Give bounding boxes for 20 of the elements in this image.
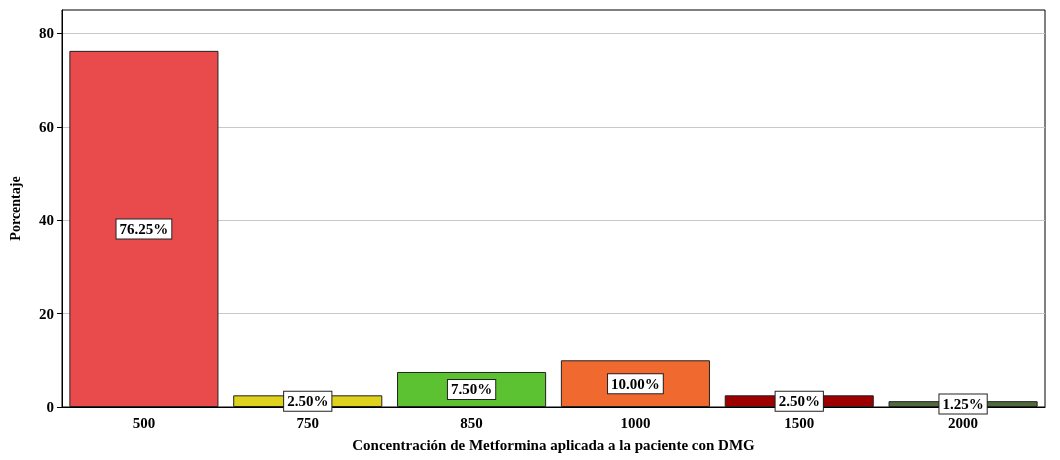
data-label: 76.25% bbox=[119, 220, 169, 237]
y-tick-label: 0 bbox=[46, 399, 54, 415]
data-label: 2.50% bbox=[778, 393, 820, 410]
data-label: 1.25% bbox=[942, 396, 984, 413]
data-label: 7.50% bbox=[450, 381, 493, 398]
y-tick-label: 60 bbox=[39, 118, 54, 135]
bar bbox=[69, 50, 219, 407]
x-tick-label: 1000 bbox=[620, 414, 651, 431]
y-tick-label: 20 bbox=[39, 305, 54, 322]
x-tick-label: 750 bbox=[296, 414, 319, 431]
x-tick-label: 850 bbox=[460, 414, 483, 431]
x-axis-title: Concentración de Metformina aplicada a la paciente con DMG bbox=[352, 436, 756, 453]
x-tick-label: 1500 bbox=[784, 414, 815, 431]
y-tick-label: 40 bbox=[39, 212, 54, 229]
data-label: 10.00% bbox=[611, 375, 660, 392]
y-axis-title: Porcentaje bbox=[7, 176, 23, 241]
y-tick-label: 80 bbox=[39, 25, 54, 42]
data-label: 2.50% bbox=[287, 393, 329, 410]
x-tick-label: 500 bbox=[132, 414, 156, 431]
x-tick-label: 2000 bbox=[948, 414, 979, 431]
